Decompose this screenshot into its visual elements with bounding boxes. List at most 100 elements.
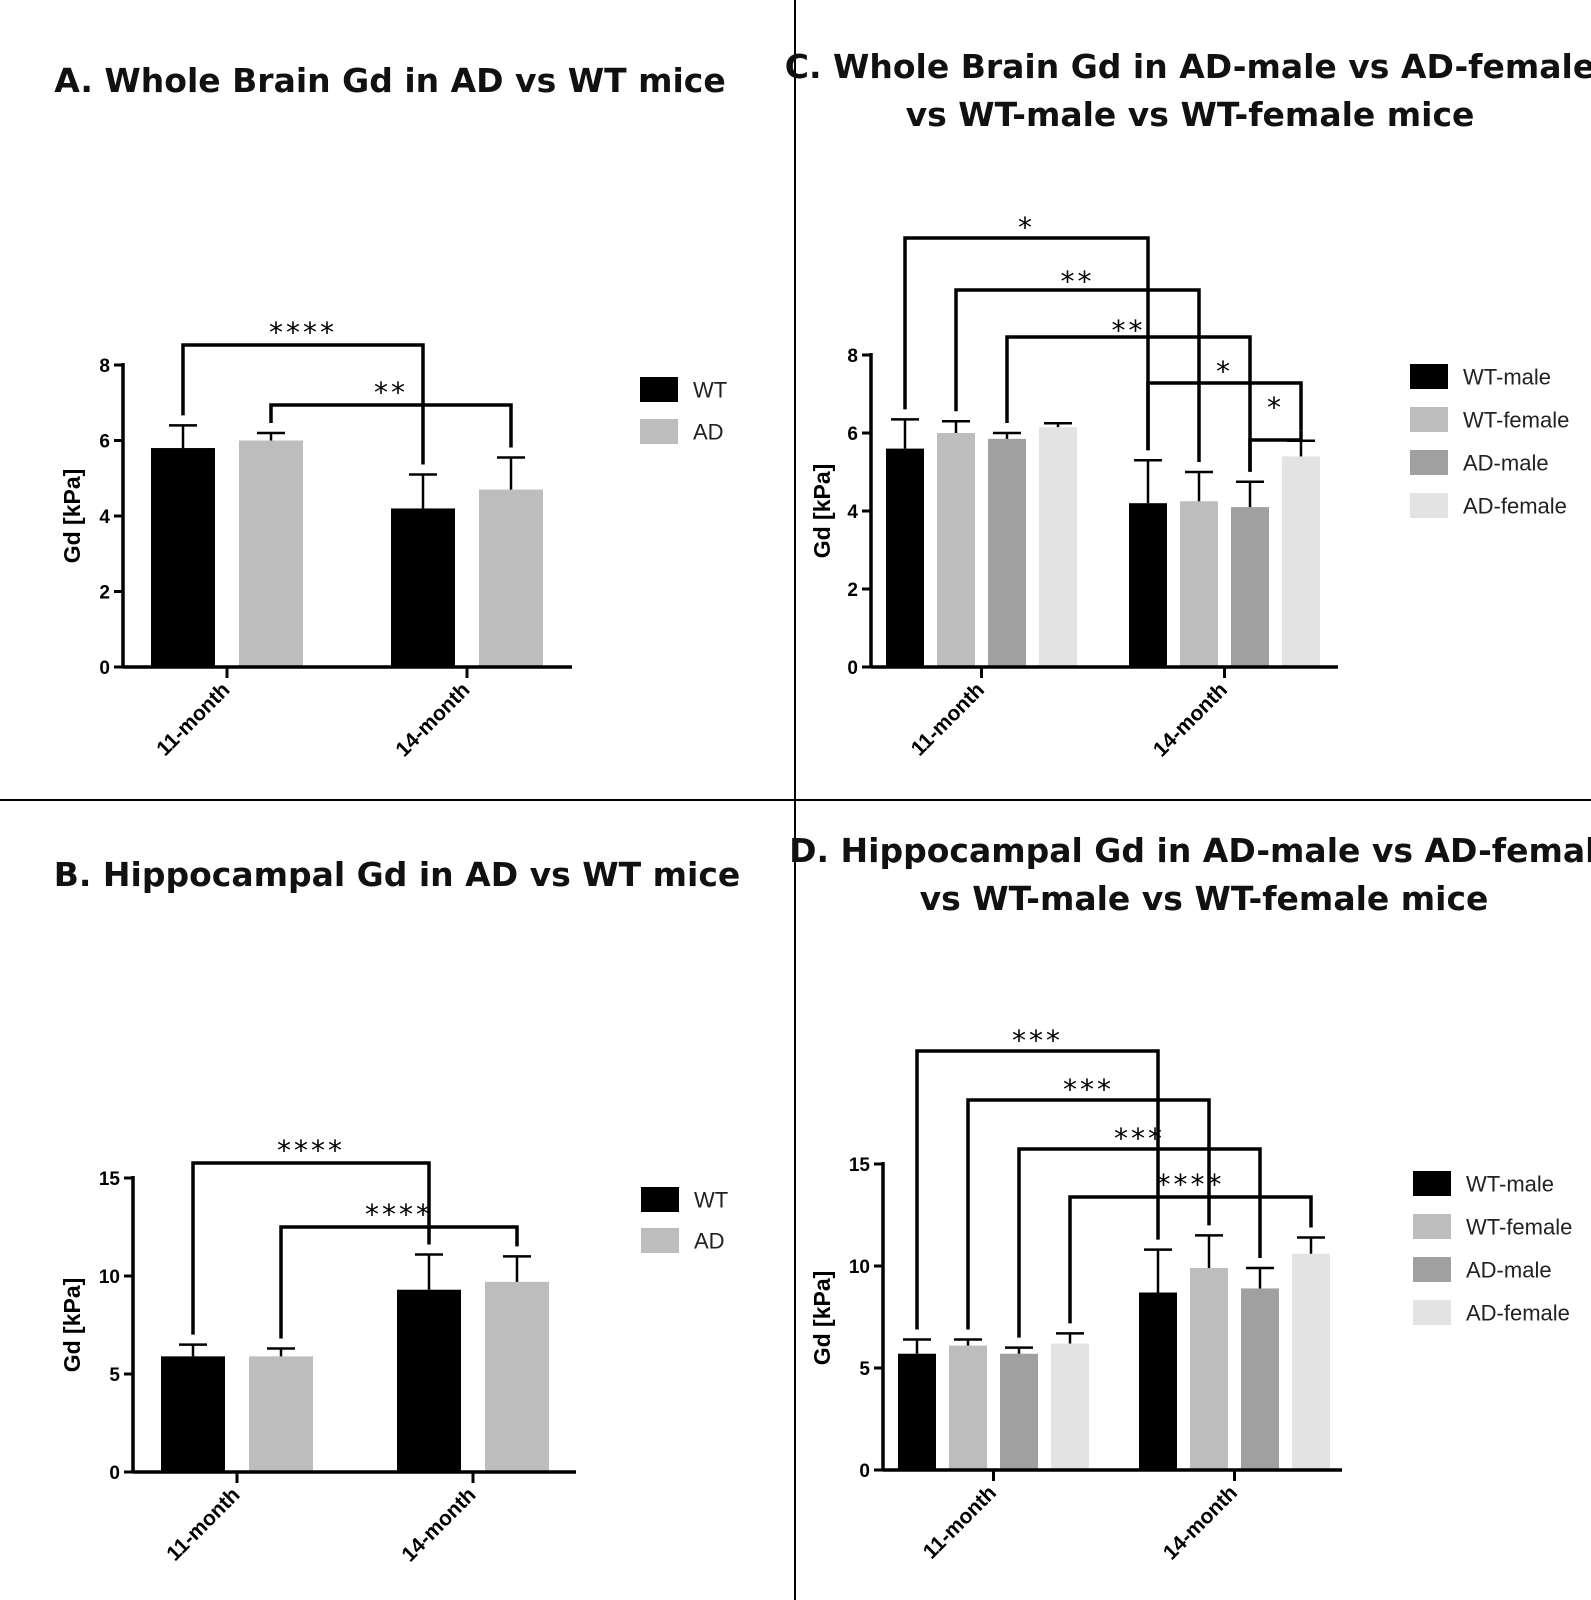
bar-WT-male-11-month bbox=[898, 1353, 936, 1470]
y-tick-label: 10 bbox=[99, 1267, 120, 1288]
significance-label: *** bbox=[1114, 1122, 1165, 1155]
bar-AD-female-11-month bbox=[1039, 427, 1077, 667]
significance-label: **** bbox=[269, 316, 337, 349]
significance-bracket bbox=[954, 288, 1201, 462]
y-axis-label: Gd [kPa] bbox=[59, 1278, 85, 1373]
significance-bracket bbox=[966, 1098, 1211, 1330]
significance-label: ** bbox=[374, 376, 408, 409]
significance-bracket bbox=[1146, 381, 1303, 451]
bar-WT-male-14-month bbox=[1139, 1292, 1177, 1470]
legend-swatch-AD-male bbox=[1410, 450, 1448, 475]
panel-D: D. Hippocampal Gd in AD-male vs AD-femal… bbox=[789, 831, 1591, 1564]
y-tick-label: 2 bbox=[99, 583, 110, 604]
legend-swatch-AD-female bbox=[1413, 1300, 1451, 1325]
legend-label-AD: AD bbox=[694, 1229, 725, 1254]
significance-bracket bbox=[191, 1161, 431, 1335]
significance-bracket bbox=[1248, 430, 1303, 472]
legend-label-WT: WT bbox=[693, 378, 727, 403]
panel-B: B. Hippocampal Gd in AD vs WT mice 0 5 10 15… bbox=[54, 855, 741, 1566]
y-tick-label: 0 bbox=[859, 1461, 870, 1482]
significance-bracket bbox=[915, 1049, 1160, 1330]
chart-title: B. Hippocampal Gd in AD vs WT mice bbox=[54, 855, 741, 894]
y-axis-label: Gd [kPa] bbox=[809, 1271, 835, 1366]
legend-label-WT-male: WT-male bbox=[1463, 365, 1551, 390]
panels: A. Whole Brain Gd in AD vs WT mice 0 2 4 6 8 G… bbox=[54, 47, 1591, 1566]
significance-bracket bbox=[1068, 1195, 1313, 1324]
x-tick-label: 14-month bbox=[391, 678, 474, 761]
significance-label: ** bbox=[1112, 314, 1146, 347]
bar-AD-14-month bbox=[479, 489, 543, 667]
legend-swatch-AD bbox=[640, 419, 678, 444]
x-tick-label: 14-month bbox=[1159, 1481, 1242, 1564]
bar-AD-male-14-month bbox=[1231, 507, 1269, 667]
x-tick-label: 14-month bbox=[397, 1483, 480, 1566]
chart-title: A. Whole Brain Gd in AD vs WT mice bbox=[54, 61, 726, 100]
y-tick-label: 4 bbox=[847, 502, 858, 523]
legend-swatch-WT-female bbox=[1410, 407, 1448, 432]
bar-WT-14-month bbox=[391, 508, 455, 667]
y-tick-label: 8 bbox=[847, 346, 858, 367]
legend-label-AD-male: AD-male bbox=[1466, 1258, 1552, 1283]
panel-C: C. Whole Brain Gd in AD-male vs AD-femal… bbox=[785, 47, 1591, 761]
legend-swatch-WT-female bbox=[1413, 1214, 1451, 1239]
legend-label-AD-female: AD-female bbox=[1466, 1301, 1570, 1326]
bar-WT-male-11-month bbox=[886, 448, 924, 667]
y-tick-label: 5 bbox=[859, 1359, 870, 1380]
y-tick-label: 0 bbox=[99, 658, 110, 679]
y-tick-label: 4 bbox=[99, 507, 110, 528]
legend-swatch-AD-female bbox=[1410, 493, 1448, 518]
panel-A: A. Whole Brain Gd in AD vs WT mice 0 2 4 6 8 G… bbox=[54, 61, 727, 761]
significance-label: *** bbox=[1012, 1024, 1063, 1057]
chart-title: D. Hippocampal Gd in AD-male vs AD-femal… bbox=[789, 831, 1591, 918]
bar-AD-female-11-month bbox=[1051, 1343, 1089, 1470]
bar-AD-14-month bbox=[485, 1281, 549, 1472]
x-tick-label: 11-month bbox=[907, 678, 989, 760]
legend-label-WT: WT bbox=[694, 1188, 728, 1213]
significance-label: **** bbox=[277, 1134, 345, 1167]
y-axis-label: Gd [kPa] bbox=[59, 469, 85, 564]
y-tick-label: 2 bbox=[847, 580, 858, 601]
bar-AD-11-month bbox=[239, 440, 303, 667]
y-tick-label: 15 bbox=[99, 1169, 121, 1190]
x-tick-label: 11-month bbox=[152, 678, 234, 760]
significance-bracket bbox=[903, 236, 1150, 451]
y-tick-label: 6 bbox=[847, 424, 858, 445]
y-tick-label: 10 bbox=[849, 1257, 870, 1278]
significance-label: * bbox=[1018, 211, 1035, 244]
y-tick-label: 6 bbox=[99, 432, 110, 453]
significance-label: ** bbox=[1061, 265, 1095, 298]
bar-WT-male-14-month bbox=[1129, 503, 1167, 667]
bar-WT-14-month bbox=[397, 1289, 461, 1472]
legend-swatch-WT-male bbox=[1413, 1171, 1451, 1196]
legend-label-AD: AD bbox=[693, 420, 724, 445]
legend-swatch-AD bbox=[641, 1228, 679, 1253]
bar-WT-11-month bbox=[151, 448, 215, 667]
legend-swatch-AD-male bbox=[1413, 1257, 1451, 1282]
bar-AD-male-14-month bbox=[1241, 1288, 1279, 1470]
y-tick-label: 15 bbox=[849, 1155, 871, 1176]
bar-WT-female-14-month bbox=[1190, 1268, 1228, 1470]
bar-WT-11-month bbox=[161, 1356, 225, 1472]
y-tick-label: 0 bbox=[109, 1463, 120, 1484]
significance-bracket bbox=[269, 403, 513, 448]
legend-label-WT-female: WT-female bbox=[1463, 408, 1569, 433]
significance-label: *** bbox=[1063, 1073, 1114, 1106]
bar-AD-female-14-month bbox=[1282, 456, 1320, 667]
y-tick-label: 5 bbox=[109, 1365, 120, 1386]
legend-label-WT-male: WT-male bbox=[1466, 1172, 1554, 1197]
y-tick-label: 8 bbox=[99, 356, 110, 377]
x-tick-label: 14-month bbox=[1149, 678, 1232, 761]
legend-swatch-WT bbox=[640, 377, 678, 402]
significance-label: **** bbox=[1157, 1168, 1225, 1201]
significance-label: * bbox=[1216, 355, 1233, 388]
bar-WT-female-14-month bbox=[1180, 501, 1218, 667]
bar-AD-male-11-month bbox=[1000, 1353, 1038, 1470]
y-tick-label: 0 bbox=[847, 658, 858, 679]
legend-label-WT-female: WT-female bbox=[1466, 1215, 1572, 1240]
legend-swatch-WT bbox=[641, 1187, 679, 1212]
y-axis-label: Gd [kPa] bbox=[809, 464, 835, 559]
chart-title: C. Whole Brain Gd in AD-male vs AD-femal… bbox=[785, 47, 1591, 134]
significance-bracket bbox=[279, 1225, 519, 1339]
bar-WT-female-11-month bbox=[937, 433, 975, 667]
